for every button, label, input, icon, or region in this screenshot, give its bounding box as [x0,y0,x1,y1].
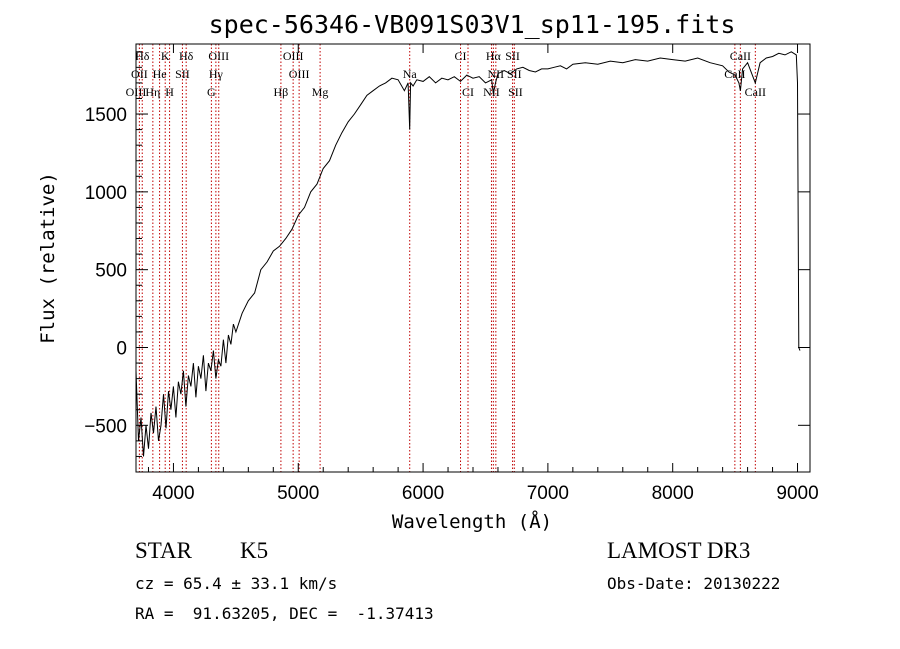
spectral-line-label: Na [403,67,418,81]
y-axis: −500 0 500 1000 1500 [84,51,810,457]
spectral-line-label: CaII [724,67,745,81]
spectrum-line [135,51,801,457]
spectral-line-label: SII [175,67,190,81]
chart-title: spec-56346-VB091S03V1_sp11-195.fits [209,10,736,39]
y-tick-label: −500 [84,416,127,437]
spectral-line-label: OIII [289,67,310,81]
x-tick-label: 5000 [277,483,319,504]
obs-date: Obs-Date: 20130222 [607,574,781,593]
spectral-line-label: Hη [145,85,160,99]
x-tick-label: 4000 [152,483,194,504]
spectral-line-label: Hδ [179,49,194,63]
y-axis-label: Flux (relative) [37,172,59,344]
plot-frame [135,43,811,473]
spectral-line-label: OIII [208,49,229,63]
spectral-line-label: NII [488,67,505,81]
spectral-line-label: Hγ [209,67,224,81]
spectral-line-label: CI [462,85,474,99]
spectral-line-label: CaII [730,49,751,63]
x-axis: 4000 5000 6000 7000 8000 9000 [147,44,819,504]
coordinates-text: RA = 91.63205, DEC = -1.37413 [135,604,434,623]
spectral-line-label: Mg [312,85,329,99]
x-tick-label: 9000 [776,483,818,504]
spectral-line-label: G [207,85,216,99]
x-tick-label: 7000 [527,483,569,504]
spectral-line-label: Hβ [274,85,289,99]
x-axis-label: Wavelength (Å) [392,510,552,533]
spectral-line-label: SII [508,85,523,99]
y-tick-label: 500 [95,261,127,282]
spectral-line-label: K [161,49,170,63]
spectral-line-label: Hα [486,49,502,63]
x-tick-label: 8000 [652,483,694,504]
spectral-line-label: OII [131,67,148,81]
spectral-line-label: NII [483,85,500,99]
x-tick-label: 6000 [402,483,444,504]
spectral-line-label: SII [505,49,520,63]
spectral-line-label: H [165,85,174,99]
spectral-line-markers [138,44,756,472]
y-tick-label: 0 [116,338,127,359]
object-class: STAR [135,538,192,563]
spectral-line-label: CI [455,49,467,63]
spectral-line-label: Hδ [135,49,150,63]
redshift-text: cz = 65.4 ± 33.1 km/s [135,574,338,593]
spectral-line-label: SII [507,67,522,81]
y-tick-label: 1000 [85,183,127,204]
object-subclass: K5 [240,538,269,563]
spectral-line-label: CaII [745,85,766,99]
y-tick-label: 1500 [85,105,127,126]
spectral-line-label: He [153,67,167,81]
spectral-line-label: OIII [283,49,304,63]
survey-name: LAMOST DR3 [607,538,751,563]
